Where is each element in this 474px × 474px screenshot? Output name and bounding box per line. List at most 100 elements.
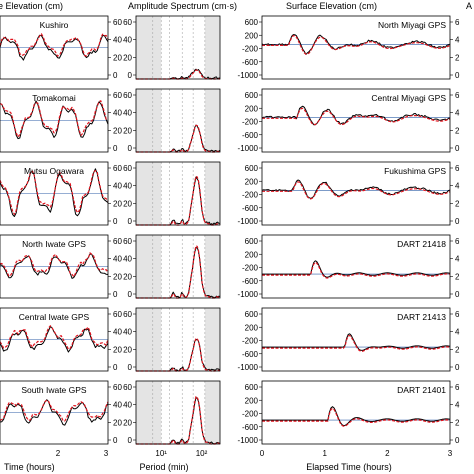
period-band-long [204,308,220,371]
y-tick-label: 600 [245,164,259,173]
station-label: DART 21401 [397,385,446,395]
y-tick-label: 40 [123,36,132,45]
station-label: South Iwate GPS [21,385,87,395]
panel-frame-spectrum [135,234,221,299]
y-tick-label: 200 [245,177,259,186]
y-tick-label: -200 [242,264,259,273]
panel-frame-right [261,15,451,80]
y-tick-label: 4 [455,328,460,337]
x-tick-label: 2 [56,449,61,458]
y-tick-label: 2 [455,418,460,427]
xlabel-col1: Time (hours) [4,462,55,472]
y-tick-label: 20 [123,418,132,427]
y-tick-label: 4 [455,182,460,191]
y-tick-label: 0 [128,363,133,372]
y-tick-label: 20 [113,345,122,354]
y-tick-label: 60 [113,237,122,246]
y-tick-label: 600 [245,18,259,27]
y-tick-label: 0 [113,436,118,445]
y-tick-label: -1000 [238,71,259,80]
header-col1: e Elevation (cm) [0,1,63,11]
panel-frame-right [261,307,451,372]
simulated-series [262,334,451,352]
panel-frame-left [0,88,109,153]
y-tick-label: 0 [455,436,460,445]
header-col4: A [466,1,472,11]
x-tick-label: 10² [196,449,208,458]
simulated-series [262,261,451,279]
y-tick-label: 6 [455,18,460,27]
panel-frame-spectrum [135,307,221,372]
y-tick-label: -600 [242,423,259,432]
y-tick-label: 60 [123,237,132,246]
y-tick-label: 2 [455,126,460,135]
simulated-series [0,33,109,57]
period-band-short [136,308,162,371]
observed-series [262,260,451,278]
y-tick-label: 20 [113,126,122,135]
y-tick-label: 4 [455,36,460,45]
y-tick-label: -600 [242,131,259,140]
panel-frame-left [0,161,109,226]
y-tick-label: -600 [242,58,259,67]
station-label: Tomakomai [32,93,76,103]
y-tick-label: -600 [242,350,259,359]
x-tick-label: 0 [260,449,265,458]
period-band-long [204,16,220,79]
station-label: DART 21418 [397,239,446,249]
y-tick-label: 0 [128,290,133,299]
y-tick-label: 60 [123,164,132,173]
simulated-series [262,407,451,427]
y-tick-label: -600 [242,277,259,286]
y-tick-label: -600 [242,204,259,213]
simulated-series [0,399,109,422]
y-tick-label: 40 [113,328,122,337]
panel-frame-spectrum [135,380,221,445]
observed-series [262,406,451,426]
header-col2: Amplitude Spectrum (cm·s) [128,1,237,11]
period-band-long [204,162,220,225]
observed-series [0,253,109,279]
y-tick-label: 0 [128,217,133,226]
y-tick-label: 2 [455,53,460,62]
panel-frame-left [0,234,109,299]
observed-series [0,100,109,140]
y-tick-label: 600 [245,383,259,392]
station-label: DART 21413 [397,312,446,322]
y-tick-label: 600 [245,237,259,246]
y-tick-label: 4 [455,109,460,118]
panel-frame-spectrum [135,15,221,80]
station-label: Mutsu Ogawara [24,166,84,176]
y-tick-label: 60 [113,91,122,100]
y-tick-label: 0 [455,71,460,80]
station-label: Kushiro [40,20,69,30]
y-tick-label: 0 [455,290,460,299]
period-band-long [204,235,220,298]
y-tick-label: 20 [123,199,132,208]
y-tick-label: 2 [455,272,460,281]
y-tick-label: 20 [113,199,122,208]
panel-frame-left [0,307,109,372]
x-tick-label: 2 [385,449,390,458]
simulated-series [262,181,451,200]
y-tick-label: 0 [113,144,118,153]
y-tick-label: -200 [242,118,259,127]
panel-frame-right [261,234,451,299]
period-band-short [136,16,162,79]
station-label: Central Iwate GPS [19,312,90,322]
y-tick-label: -200 [242,410,259,419]
simulated-series [0,252,109,278]
y-tick-label: 0 [113,290,118,299]
y-tick-label: 6 [455,237,460,246]
y-tick-label: -1000 [238,363,259,372]
header-col3: Surface Elevation (cm) [286,1,377,11]
y-tick-label: 200 [245,396,259,405]
y-tick-label: 20 [123,345,132,354]
station-label: North Miyagi GPS [378,20,446,30]
y-tick-label: 0 [113,217,118,226]
y-tick-label: -1000 [238,290,259,299]
observed-series [261,34,451,55]
y-tick-label: 4 [455,401,460,410]
